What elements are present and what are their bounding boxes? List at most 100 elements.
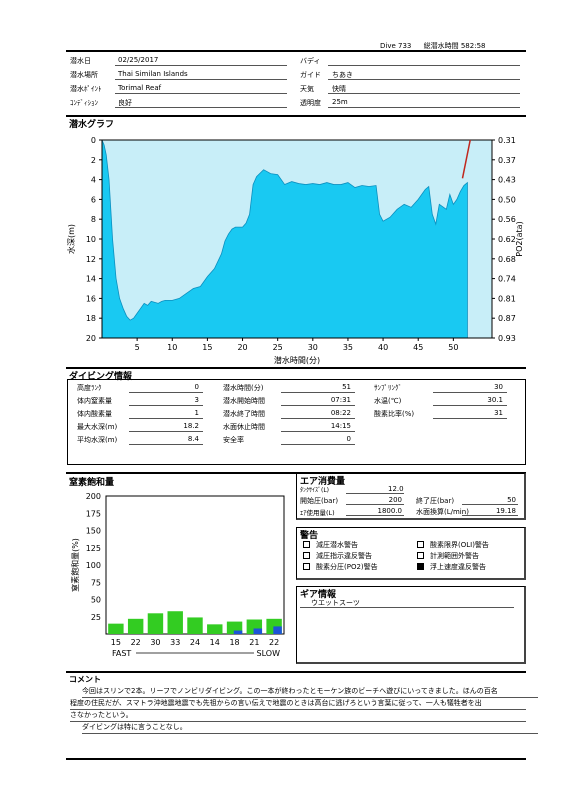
condition-label: ｺﾝﾃﾞｨｼｮﾝ (70, 99, 98, 107)
nitrogen-title: 窒素飽和量 (69, 478, 115, 488)
underline (129, 444, 203, 445)
n2-bar-green (207, 624, 223, 634)
y-tick-label: 20 (86, 334, 96, 343)
underline (300, 607, 514, 608)
slow-label: SLOW (257, 649, 281, 658)
diving-field-label: 水温(℃) (374, 397, 402, 405)
guide-label: ガイド (300, 71, 321, 79)
x-tick-label: 15 (202, 343, 212, 352)
y-axis-label: 水深(m) (66, 224, 76, 254)
fast-label: FAST (112, 649, 131, 658)
warning-item: 酸素限界(OLI)警告 (417, 540, 489, 550)
diving-field-label: 安全率 (223, 436, 244, 444)
place-label: 潜水場所 (70, 71, 98, 79)
n2-y-tick-label: 50 (91, 596, 101, 605)
underline (346, 515, 404, 516)
x-axis-label: 潜水時間(分) (274, 355, 320, 365)
underline (129, 418, 203, 419)
warning-item: 減圧潜水警告 (303, 540, 358, 550)
start-pressure-value: 200 (388, 496, 402, 504)
underline (129, 405, 203, 406)
n2-x-tick-label: 21 (249, 638, 259, 647)
warning-item: 減圧指示違反警告 (303, 551, 372, 561)
dive-number: Dive 733 (380, 42, 412, 50)
underline (281, 431, 355, 432)
n2-x-tick-label: 30 (150, 638, 160, 647)
diving-field-label: 潜水時間(分) (223, 384, 264, 392)
n2-y-tick-label: 100 (86, 561, 101, 570)
y-tick-label: 14 (86, 275, 96, 284)
y2-tick-label: 0.31 (498, 136, 516, 145)
n2-x-tick-label: 14 (210, 638, 220, 647)
warning-checkbox (417, 552, 424, 559)
condition-value: 良好 (118, 99, 132, 107)
underline (328, 79, 520, 80)
diving-field-value: 30.1 (487, 396, 503, 404)
dive-header: Dive 733 総潜水時間 582:58 (380, 41, 485, 51)
end-pressure-value: 50 (507, 496, 516, 504)
y2-tick-label: 0.62 (498, 235, 516, 244)
y2-tick-label: 0.50 (498, 195, 516, 204)
gear-title: ギア情報 (300, 590, 337, 600)
comment-line: 今回はスリンで2本。リーフでノンビリダイビング。この一本が終わったとモーケン族の… (82, 686, 538, 698)
diving-field-value: 14:15 (330, 422, 351, 430)
y2-tick-label: 0.87 (498, 314, 516, 323)
warnings-title: 警告 (300, 531, 319, 541)
underline (433, 405, 507, 406)
n2-bar-green (108, 623, 124, 634)
surface-rate-value: 19.18 (495, 507, 516, 515)
diving-info-title: ダイビング情報 (69, 372, 133, 382)
warning-checkbox (417, 541, 424, 548)
n2-y-tick-label: 175 (86, 509, 101, 518)
diving-field-value: 08:22 (330, 409, 351, 417)
y-tick-label: 2 (91, 156, 96, 165)
air-box (296, 473, 526, 520)
underline (115, 65, 287, 66)
y2-tick-label: 0.43 (498, 176, 516, 185)
underline (281, 405, 355, 406)
total-dive-time: 582:58 (460, 42, 486, 50)
underline (281, 444, 355, 445)
y-tick-label: 12 (86, 255, 96, 264)
air-used-label: ｴｱ使用量(L) (300, 509, 335, 517)
y-tick-label: 4 (91, 176, 96, 185)
n2-y-tick-label: 125 (86, 544, 101, 553)
x-tick-label: 5 (135, 343, 140, 352)
n2-x-tick-label: 22 (269, 638, 279, 647)
visibility-label: 透明度 (300, 99, 321, 107)
po2-line (461, 139, 471, 179)
diving-field-value: 0 (194, 383, 199, 391)
underline (115, 107, 287, 108)
x-tick-label: 25 (273, 343, 283, 352)
n2-x-tick-label: 22 (131, 638, 141, 647)
point-value: Torimal Reaf (118, 84, 162, 92)
buddy-label: バディ (300, 57, 321, 65)
n2-bar-green (187, 617, 203, 634)
diving-field-value: 30 (494, 383, 503, 391)
graph-bottom-rule (66, 367, 526, 369)
diving-info-box (67, 379, 526, 465)
warning-label: 計測範囲外警告 (430, 552, 479, 560)
gear-value: ウエットスーツ (311, 599, 360, 607)
start-pressure-label: 開始圧(bar) (300, 497, 339, 505)
diving-field-label: 体内酸素量 (77, 410, 112, 418)
y2-axis-label: PO2(ata) (515, 221, 524, 256)
n2-plot-frame (105, 495, 285, 635)
underline (346, 493, 404, 494)
y-tick-label: 18 (86, 314, 96, 323)
diving-field-label: 酸素比率(%) (374, 410, 415, 418)
underline (433, 392, 507, 393)
comment-line: ダイビングは特に言うことなし。 (82, 722, 538, 734)
underline (328, 93, 520, 94)
diving-field-label: 最大水深(m) (77, 423, 118, 431)
y-tick-label: 0 (91, 136, 96, 145)
underline (115, 93, 287, 94)
n2-x-tick-label: 18 (229, 638, 239, 647)
diving-field-value: 3 (194, 396, 199, 404)
comment-title: コメント (69, 675, 101, 684)
warning-checkbox (303, 563, 310, 570)
y2-tick-label: 0.56 (498, 215, 516, 224)
y-tick-label: 6 (91, 195, 96, 204)
n2-x-tick-label: 24 (190, 638, 200, 647)
n2-bar-blue (253, 628, 263, 634)
